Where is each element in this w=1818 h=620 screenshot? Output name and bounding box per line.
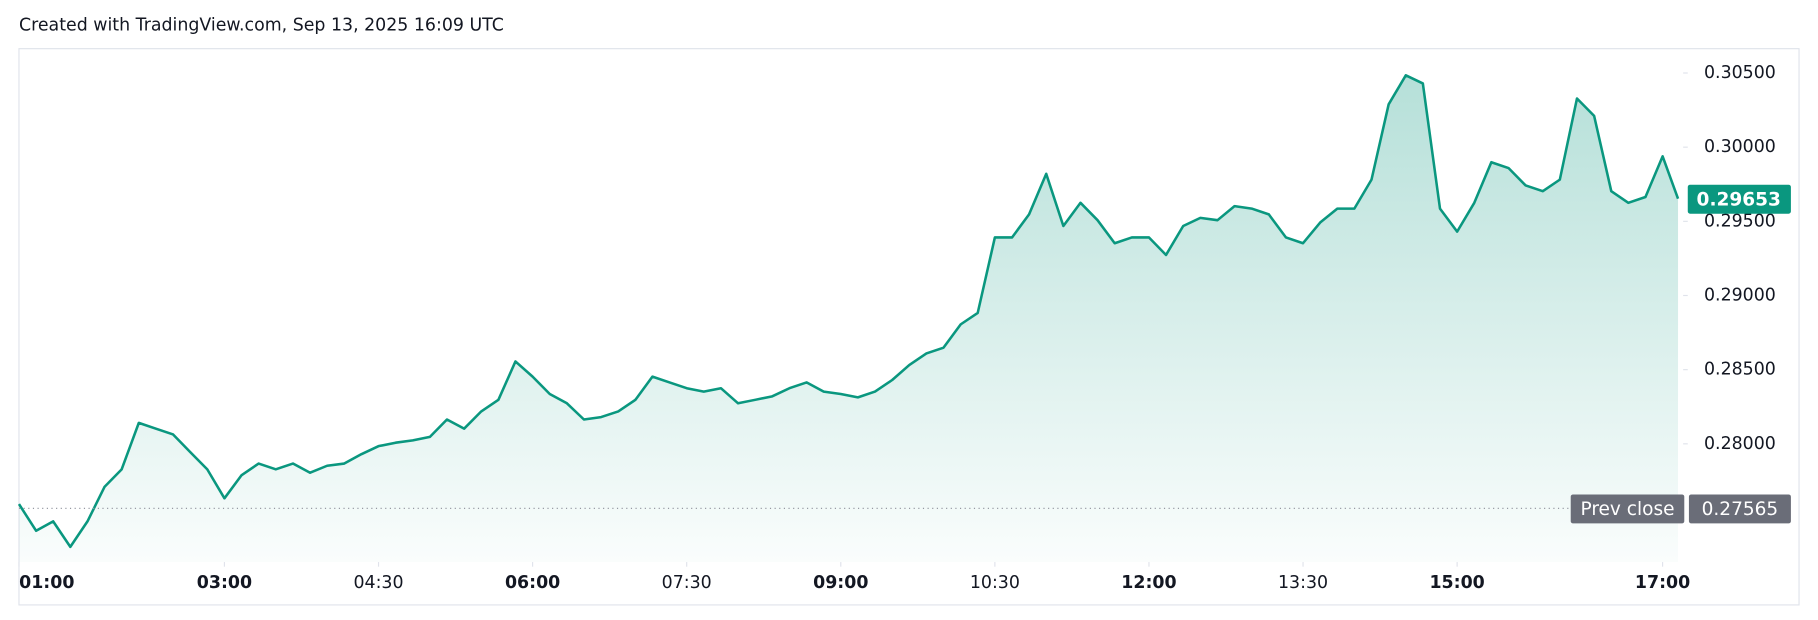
x-tick-label: 09:00 bbox=[813, 573, 868, 593]
prev-close-tag bbox=[1570, 494, 1685, 524]
frame bbox=[18, 48, 1800, 606]
x-tick-label: 15:00 bbox=[1429, 573, 1484, 593]
chart-title: Created with TradingView.com, Sep 13, 20… bbox=[19, 15, 504, 35]
x-tick-label: 17:00 bbox=[1635, 573, 1690, 593]
prev-close-label: Prev close bbox=[1580, 499, 1674, 520]
y-tick-label: 0.30000 bbox=[1704, 137, 1776, 157]
x-tick-label: 01:00 bbox=[19, 573, 74, 593]
y-tick-label: 0.29500 bbox=[1704, 211, 1776, 231]
x-tick-label: 07:30 bbox=[662, 573, 712, 593]
area bbox=[18, 75, 1679, 563]
y-tick-label: 0.28000 bbox=[1704, 434, 1776, 454]
x-tick-label: 03:00 bbox=[197, 573, 252, 593]
last-price-badge bbox=[1687, 184, 1791, 214]
x-tick-label: 13:30 bbox=[1278, 573, 1328, 593]
x-tick-label: 10:30 bbox=[970, 573, 1020, 593]
prev-close-badge bbox=[1688, 494, 1791, 524]
x-tick-label: 04:30 bbox=[353, 573, 403, 593]
y-tick-label: 0.28500 bbox=[1704, 360, 1776, 380]
prev-close-value: 0.27565 bbox=[1702, 499, 1779, 520]
y-tick-label: 0.30500 bbox=[1704, 63, 1776, 83]
x-tick-label: 06:00 bbox=[505, 573, 560, 593]
price-line bbox=[17, 74, 1680, 549]
last-price-value: 0.29653 bbox=[1697, 189, 1781, 210]
x-tick-label: 12:00 bbox=[1121, 573, 1176, 593]
y-tick-label: 0.29000 bbox=[1704, 286, 1776, 306]
